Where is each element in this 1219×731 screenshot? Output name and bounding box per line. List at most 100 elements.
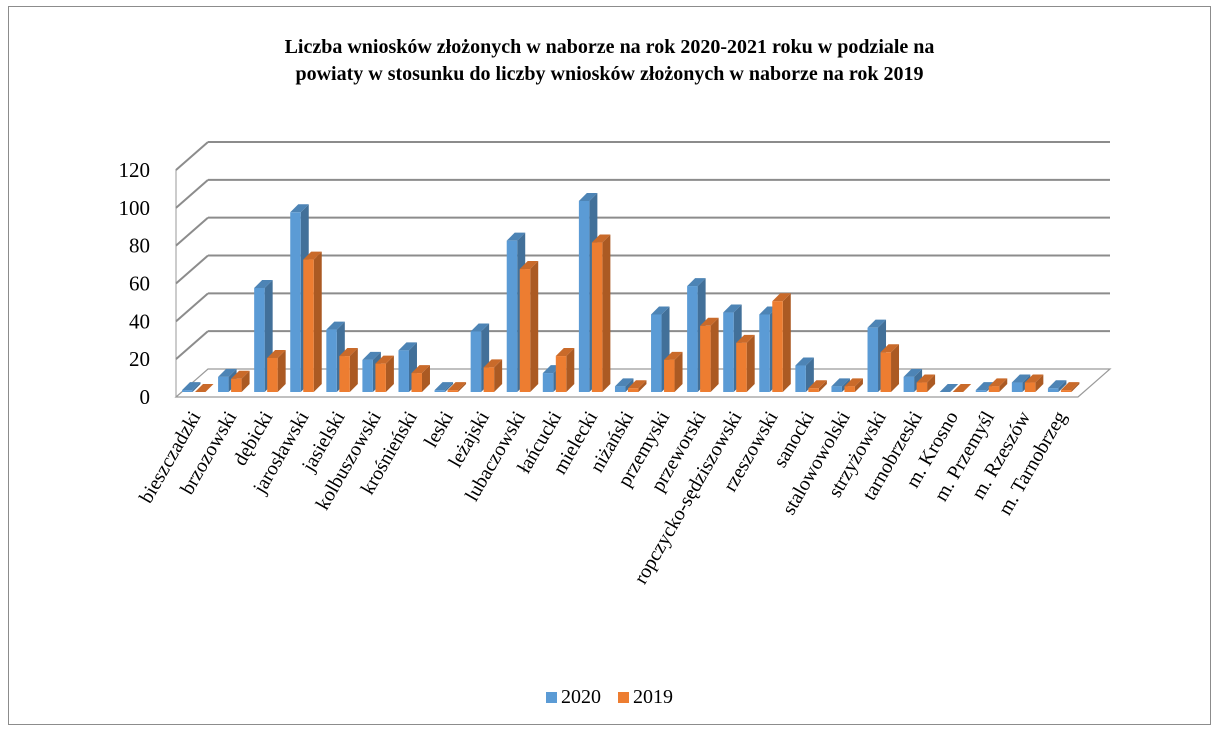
bar-2019-9 xyxy=(519,261,539,392)
bar-top xyxy=(362,351,381,360)
bar-front xyxy=(339,356,350,392)
chart-title: Liczba wniosków złożonych w naborze na r… xyxy=(284,36,935,85)
bar-front xyxy=(434,390,446,392)
bar-front xyxy=(772,301,783,392)
bar-front xyxy=(519,269,531,392)
bar-side xyxy=(313,251,322,392)
bar-2019-20 xyxy=(916,374,936,392)
bar-2019-21 xyxy=(952,384,972,392)
bar-side xyxy=(638,380,647,392)
bar-top xyxy=(736,334,755,343)
bar-top xyxy=(952,384,972,392)
bar-top xyxy=(939,384,959,392)
bar-top xyxy=(483,359,503,368)
bar-front xyxy=(470,331,482,392)
bar-front xyxy=(254,287,265,392)
bar-front xyxy=(1047,388,1059,392)
bar-2019-11 xyxy=(591,234,611,392)
bar-top xyxy=(795,357,814,366)
bar-front xyxy=(700,325,711,392)
bar-2020-20 xyxy=(903,368,923,392)
bar-2020-7 xyxy=(434,382,454,392)
bar-front xyxy=(483,367,495,392)
bar-top xyxy=(772,293,791,302)
bars xyxy=(182,192,1080,392)
bar-front xyxy=(867,327,879,392)
bar-top xyxy=(1047,380,1067,389)
bar-side xyxy=(1071,382,1080,392)
bar-2020-24 xyxy=(1047,380,1067,392)
bar-2019-18 xyxy=(844,378,863,392)
bar-top xyxy=(519,261,539,270)
bar-side xyxy=(241,370,250,392)
y-tick-label: 60 xyxy=(129,272,150,296)
bar-2019-2 xyxy=(267,349,286,392)
bar-side xyxy=(530,261,539,392)
bar-2019-4 xyxy=(339,348,358,392)
bar-front xyxy=(736,342,747,392)
bar-front xyxy=(844,386,855,392)
y-tick-label: 40 xyxy=(129,309,150,333)
bar-2020-21 xyxy=(939,384,959,392)
bar-top xyxy=(916,374,936,383)
bar-side xyxy=(277,349,286,392)
bar-side xyxy=(927,374,936,392)
bar-front xyxy=(375,363,386,392)
gridline-diagonal xyxy=(175,141,209,171)
bar-2019-5 xyxy=(375,355,394,392)
bar-top xyxy=(290,204,309,213)
bar-front xyxy=(578,200,590,392)
bar-top xyxy=(195,384,214,392)
bar-side xyxy=(710,317,719,392)
bar-top xyxy=(470,323,490,332)
bar-side xyxy=(1058,380,1067,392)
bar-2019-15 xyxy=(736,334,755,392)
legend: 2020 2019 xyxy=(0,686,1219,709)
bar-2019-6 xyxy=(411,365,430,392)
bar-front xyxy=(542,373,554,392)
bar-front xyxy=(267,357,278,392)
bar-top xyxy=(591,234,611,243)
y-tick-label: 0 xyxy=(140,385,151,409)
bar-top xyxy=(447,382,467,391)
bar-top xyxy=(434,382,454,391)
bar-2019-19 xyxy=(880,344,900,392)
bar-front xyxy=(411,373,422,392)
bar-front xyxy=(988,386,1000,392)
legend-item-2019: 2019 xyxy=(618,686,673,709)
bar-side xyxy=(349,348,358,392)
bar-top xyxy=(398,342,417,351)
bar-top xyxy=(218,368,237,377)
bar-2019-8 xyxy=(483,359,503,392)
bar-side xyxy=(445,382,454,392)
bar-side xyxy=(914,368,923,392)
bar-side xyxy=(746,334,755,392)
bar-front xyxy=(303,259,314,392)
bar-2019-7 xyxy=(447,382,467,392)
bar-top xyxy=(267,349,286,358)
bar-top xyxy=(1011,374,1031,383)
bar-side xyxy=(805,357,814,392)
bar-top xyxy=(614,378,634,387)
bar-front xyxy=(664,359,675,392)
floor xyxy=(174,368,1112,398)
bar-front xyxy=(795,365,806,392)
bar-top xyxy=(303,251,322,260)
bar-side xyxy=(625,378,634,392)
bar-top xyxy=(687,278,706,287)
bar-2019-23 xyxy=(1024,374,1044,392)
bar-top xyxy=(651,306,670,315)
bar-front xyxy=(831,386,842,392)
legend-label-2020: 2020 xyxy=(561,686,601,708)
bar-2019-0 xyxy=(195,384,214,392)
bar-front xyxy=(591,242,603,392)
bar-front xyxy=(506,240,518,392)
bar-front xyxy=(398,350,409,392)
bar-front xyxy=(326,329,337,392)
bar-top xyxy=(627,380,647,389)
y-tick-label: 120 xyxy=(119,158,151,182)
bar-top xyxy=(1060,382,1080,391)
bar-front xyxy=(231,378,242,392)
bar-front xyxy=(555,356,567,392)
